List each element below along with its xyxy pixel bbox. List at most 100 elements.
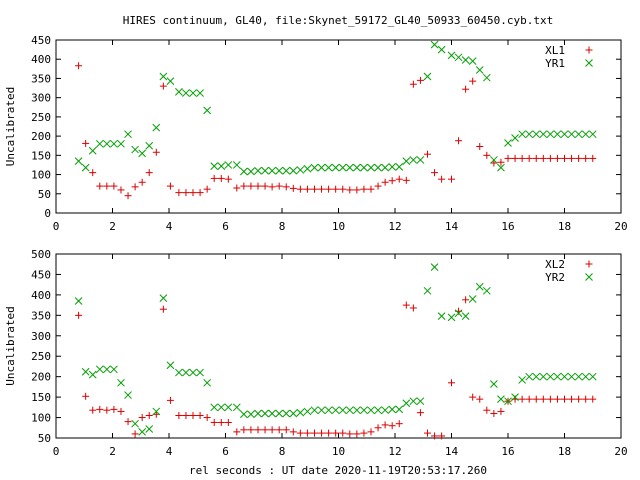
data-point-xl1 bbox=[182, 189, 190, 197]
data-point-yr1 bbox=[247, 167, 255, 176]
data-point-xl2 bbox=[247, 426, 255, 434]
data-point-xl2 bbox=[483, 406, 491, 414]
data-point-xl2 bbox=[175, 412, 183, 420]
data-point-xl1 bbox=[395, 175, 403, 183]
x-tick-label: 20 bbox=[614, 445, 627, 458]
data-point-yr1 bbox=[497, 163, 505, 172]
y-tick-label: 400 bbox=[31, 53, 51, 66]
chart-panels: 0 2 4 6 8 10 12 14 16 18 2005010015020025030035040… bbox=[4, 34, 628, 458]
data-point-yr1 bbox=[532, 130, 541, 139]
data-point-xl1 bbox=[145, 169, 153, 177]
data-point-xl2 bbox=[189, 412, 197, 420]
data-point-xl2 bbox=[346, 430, 354, 438]
data-point-yr1 bbox=[338, 163, 347, 172]
data-point-xl1 bbox=[196, 189, 204, 197]
data-point-yr1 bbox=[268, 166, 276, 175]
data-point-yr1 bbox=[468, 57, 477, 65]
chart-title: HIRES continuum, GL40, file:Skynet_59172… bbox=[123, 14, 553, 27]
x-tick-label: 10 bbox=[332, 445, 345, 458]
data-point-yr2 bbox=[437, 312, 446, 321]
data-point-xl1 bbox=[282, 183, 290, 191]
x-tick-label: 18 bbox=[558, 445, 571, 458]
data-point-yr2 bbox=[430, 263, 439, 271]
data-point-yr2 bbox=[217, 403, 226, 412]
y-tick-label: 400 bbox=[31, 289, 51, 302]
x-tick-label: 2 bbox=[109, 220, 116, 233]
x-tick-label: 16 bbox=[501, 220, 514, 233]
y-tick-label: 250 bbox=[31, 350, 51, 363]
plot-frame bbox=[55, 253, 622, 439]
data-point-yr1 bbox=[282, 166, 291, 175]
y-tick-label: 350 bbox=[31, 309, 51, 322]
data-point-xl2 bbox=[462, 296, 470, 304]
data-point-yr2 bbox=[74, 297, 83, 305]
data-point-xl2 bbox=[438, 432, 446, 440]
data-point-yr1 bbox=[511, 134, 519, 142]
data-point-yr2 bbox=[331, 406, 340, 415]
data-point-xl1 bbox=[431, 169, 439, 177]
data-point-yr2 bbox=[182, 368, 190, 377]
y-tick-label: 500 bbox=[31, 248, 51, 261]
data-point-yr2 bbox=[468, 295, 477, 303]
data-point-yr2 bbox=[324, 406, 333, 415]
data-point-yr2 bbox=[490, 380, 498, 388]
data-point-yr2 bbox=[196, 368, 204, 377]
data-point-yr1 bbox=[454, 53, 463, 62]
data-point-yr1 bbox=[588, 130, 597, 139]
data-point-yr1 bbox=[367, 163, 375, 172]
data-point-yr1 bbox=[166, 77, 175, 85]
data-point-yr1 bbox=[539, 130, 548, 139]
data-point-yr1 bbox=[475, 66, 484, 74]
legend-marker bbox=[585, 273, 593, 281]
data-point-yr1 bbox=[395, 163, 404, 171]
data-point-yr2 bbox=[525, 372, 534, 381]
data-point-yr2 bbox=[454, 309, 463, 318]
data-point-xl2 bbox=[561, 395, 568, 403]
legend-marker bbox=[585, 46, 593, 54]
data-point-xl1 bbox=[203, 185, 211, 193]
data-point-yr2 bbox=[475, 282, 484, 291]
data-point-xl2 bbox=[353, 430, 361, 438]
data-point-xl2 bbox=[518, 395, 526, 403]
data-point-xl2 bbox=[497, 407, 505, 415]
data-point-xl1 bbox=[469, 77, 477, 85]
data-point-xl2 bbox=[138, 414, 146, 422]
data-point-xl1 bbox=[388, 177, 396, 185]
data-point-yr2 bbox=[532, 372, 541, 381]
data-point-xl2 bbox=[374, 424, 382, 432]
data-point-xl1 bbox=[296, 185, 304, 193]
data-point-yr1 bbox=[152, 123, 161, 132]
data-point-xl2 bbox=[332, 429, 340, 437]
data-point-xl2 bbox=[103, 406, 111, 414]
data-point-yr1 bbox=[232, 161, 241, 169]
data-point-yr2 bbox=[310, 406, 319, 415]
data-point-xl1 bbox=[138, 178, 146, 186]
data-point-yr2 bbox=[189, 368, 197, 377]
data-point-xl1 bbox=[131, 183, 139, 191]
data-point-xl1 bbox=[360, 185, 368, 193]
data-point-yr1 bbox=[81, 163, 90, 172]
data-point-yr2 bbox=[145, 425, 154, 433]
data-point-xl1 bbox=[210, 174, 218, 182]
data-point-xl1 bbox=[346, 186, 354, 194]
data-point-yr2 bbox=[152, 407, 161, 416]
data-point-yr2 bbox=[138, 428, 147, 436]
data-point-xl1 bbox=[261, 182, 269, 190]
data-point-yr2 bbox=[296, 408, 305, 417]
data-point-yr2 bbox=[553, 372, 562, 381]
data-point-xl2 bbox=[582, 395, 590, 403]
y-tick-label: 100 bbox=[31, 169, 51, 182]
data-point-xl1 bbox=[175, 189, 183, 197]
data-point-xl2 bbox=[254, 426, 262, 434]
data-point-xl1 bbox=[82, 139, 90, 147]
x-tick-label: 12 bbox=[388, 445, 401, 458]
data-point-yr2 bbox=[175, 368, 183, 377]
data-point-yr1 bbox=[360, 163, 368, 172]
data-point-yr2 bbox=[102, 365, 111, 374]
data-point-xl1 bbox=[124, 192, 132, 200]
data-point-yr2 bbox=[131, 419, 139, 428]
y-axis-label: Uncalibrated bbox=[4, 306, 17, 385]
data-point-xl1 bbox=[511, 154, 519, 162]
data-point-yr2 bbox=[423, 286, 432, 295]
data-point-xl1 bbox=[582, 154, 590, 162]
